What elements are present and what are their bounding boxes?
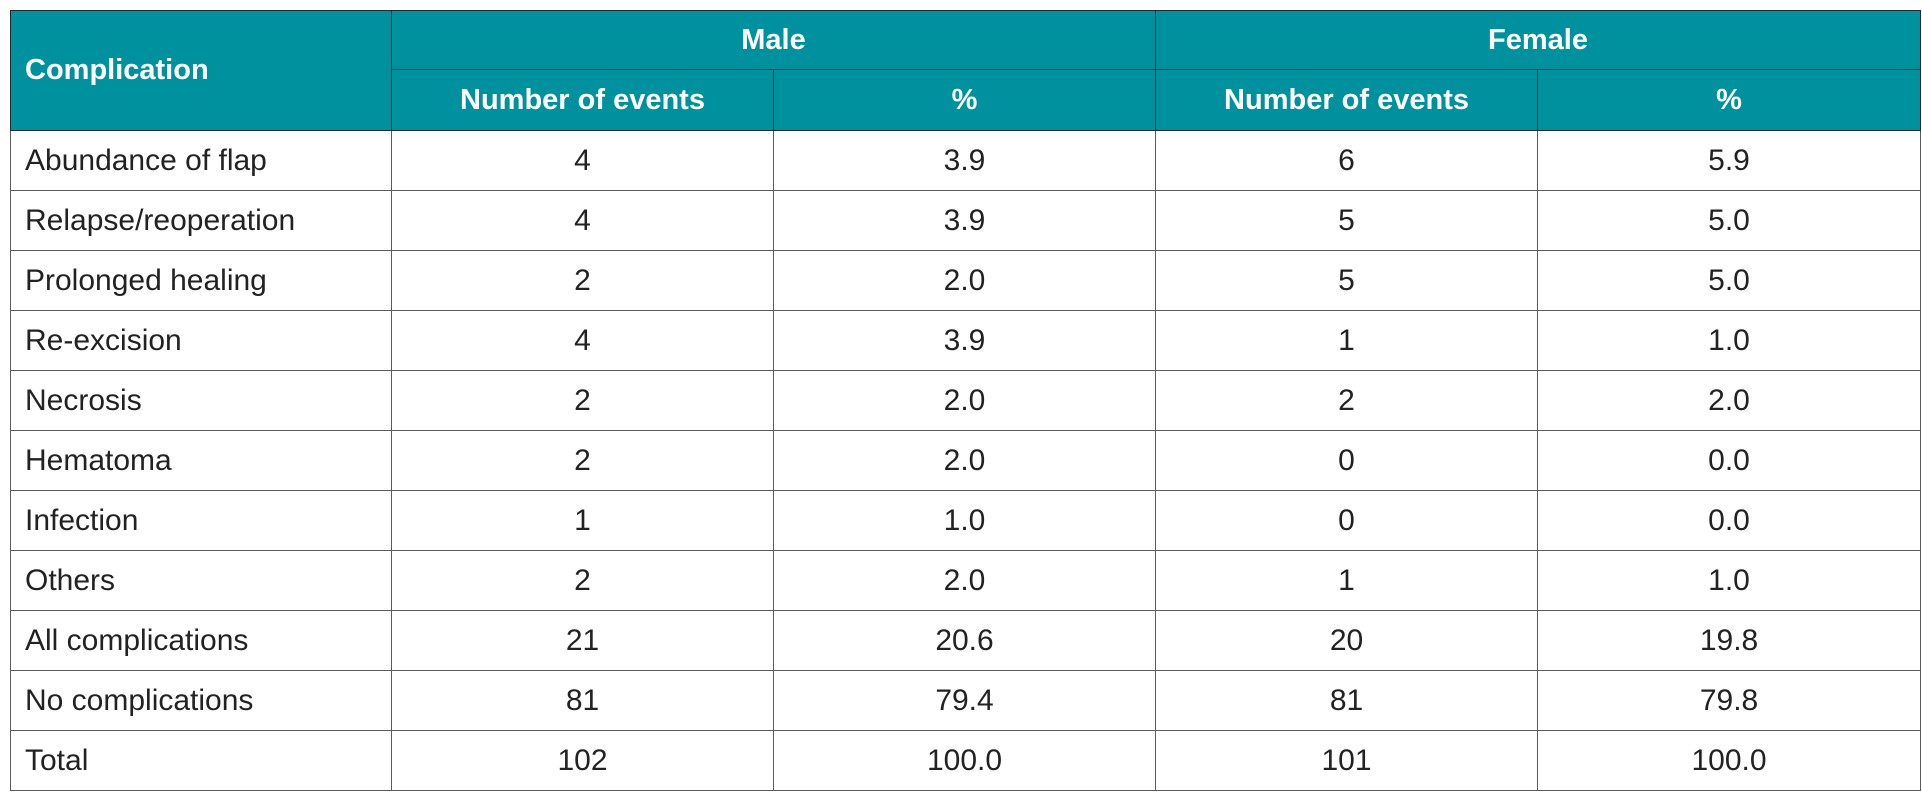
row-label: Abundance of flap — [10, 130, 392, 191]
row-label: Hematoma — [10, 430, 392, 491]
row-label: Prolonged healing — [10, 250, 392, 311]
male-number-of-events: 2 — [391, 250, 774, 311]
female-number-of-events: 1 — [1155, 310, 1539, 371]
table-row: Necrosis 2 2.0 2 2.0 — [10, 370, 1922, 431]
table-row: All complications 21 20.6 20 19.8 — [10, 610, 1922, 671]
table-row: Infection 1 1.0 0 0.0 — [10, 490, 1922, 551]
table-row: Hematoma 2 2.0 0 0.0 — [10, 430, 1922, 491]
male-number-of-events: 81 — [391, 670, 774, 731]
male-percent: 2.0 — [772, 250, 1157, 311]
female-number-of-events: 5 — [1155, 250, 1539, 311]
table-header: Complication Male Female Number of event… — [10, 10, 1922, 131]
female-percent: 1.0 — [1537, 550, 1922, 611]
header-female: Female — [1155, 10, 1922, 70]
male-number-of-events: 1 — [391, 490, 774, 551]
header-row-groups: Complication Male Female — [10, 10, 1922, 131]
male-percent: 20.6 — [772, 610, 1157, 671]
male-number-of-events: 2 — [391, 370, 774, 431]
table-row: Relapse/reoperation 4 3.9 5 5.0 — [10, 190, 1922, 251]
male-percent: 3.9 — [772, 310, 1157, 371]
female-percent: 0.0 — [1537, 490, 1922, 551]
female-number-of-events: 20 — [1155, 610, 1539, 671]
table-row: Total 102 100.0 101 100.0 — [10, 730, 1922, 791]
male-number-of-events: 21 — [391, 610, 774, 671]
header-female-number-of-events: Number of events — [1155, 69, 1539, 131]
table-row: Abundance of flap 4 3.9 6 5.9 — [10, 130, 1922, 191]
row-label: Re-excision — [10, 310, 392, 371]
row-label: Infection — [10, 490, 392, 551]
female-percent: 2.0 — [1537, 370, 1922, 431]
male-percent: 2.0 — [772, 430, 1157, 491]
complications-table-container: Complication Male Female Number of event… — [10, 10, 1922, 791]
row-label: Others — [10, 550, 392, 611]
female-percent: 5.0 — [1537, 250, 1922, 311]
female-number-of-events: 0 — [1155, 430, 1539, 491]
male-percent: 2.0 — [772, 550, 1157, 611]
header-row-subcolumns: Number of events % Number of events % — [11, 69, 1922, 131]
male-number-of-events: 4 — [391, 130, 774, 191]
table-body: Abundance of flap 4 3.9 6 5.9 Relapse/reopera… — [10, 130, 1922, 791]
female-percent: 100.0 — [1537, 730, 1922, 791]
male-number-of-events: 102 — [391, 730, 774, 791]
male-number-of-events: 4 — [391, 310, 774, 371]
header-female-percent: % — [1537, 69, 1922, 131]
male-percent: 100.0 — [772, 730, 1157, 791]
table-row: Re-excision 4 3.9 1 1.0 — [10, 310, 1922, 371]
male-percent: 3.9 — [772, 130, 1157, 191]
male-number-of-events: 2 — [391, 550, 774, 611]
male-percent: 79.4 — [772, 670, 1157, 731]
row-label: All complications — [10, 610, 392, 671]
table-row: Others 2 2.0 1 1.0 — [10, 550, 1922, 611]
female-percent: 1.0 — [1537, 310, 1922, 371]
female-number-of-events: 1 — [1155, 550, 1539, 611]
header-male-number-of-events: Number of events — [391, 69, 774, 131]
female-number-of-events: 6 — [1155, 130, 1539, 191]
header-male: Male — [390, 10, 1157, 70]
complications-table: Complication Male Female Number of event… — [10, 10, 1922, 791]
male-number-of-events: 4 — [391, 190, 774, 251]
male-percent: 3.9 — [772, 190, 1157, 251]
male-number-of-events: 2 — [391, 430, 774, 491]
table-row: No complications 81 79.4 81 79.8 — [10, 670, 1922, 731]
female-percent: 19.8 — [1537, 610, 1922, 671]
female-number-of-events: 101 — [1155, 730, 1539, 791]
female-percent: 5.9 — [1537, 130, 1922, 191]
table-row: Prolonged healing 2 2.0 5 5.0 — [10, 250, 1922, 311]
row-label: Total — [10, 730, 392, 791]
row-label: No complications — [10, 670, 392, 731]
female-number-of-events: 2 — [1155, 370, 1539, 431]
female-percent: 0.0 — [1537, 430, 1922, 491]
header-male-percent: % — [772, 69, 1157, 131]
male-percent: 2.0 — [772, 370, 1157, 431]
male-percent: 1.0 — [772, 490, 1157, 551]
row-label: Necrosis — [10, 370, 392, 431]
female-number-of-events: 81 — [1155, 670, 1539, 731]
female-number-of-events: 5 — [1155, 190, 1539, 251]
female-percent: 5.0 — [1537, 190, 1922, 251]
row-label: Relapse/reoperation — [10, 190, 392, 251]
female-percent: 79.8 — [1537, 670, 1922, 731]
header-complication: Complication — [10, 10, 392, 131]
female-number-of-events: 0 — [1155, 490, 1539, 551]
